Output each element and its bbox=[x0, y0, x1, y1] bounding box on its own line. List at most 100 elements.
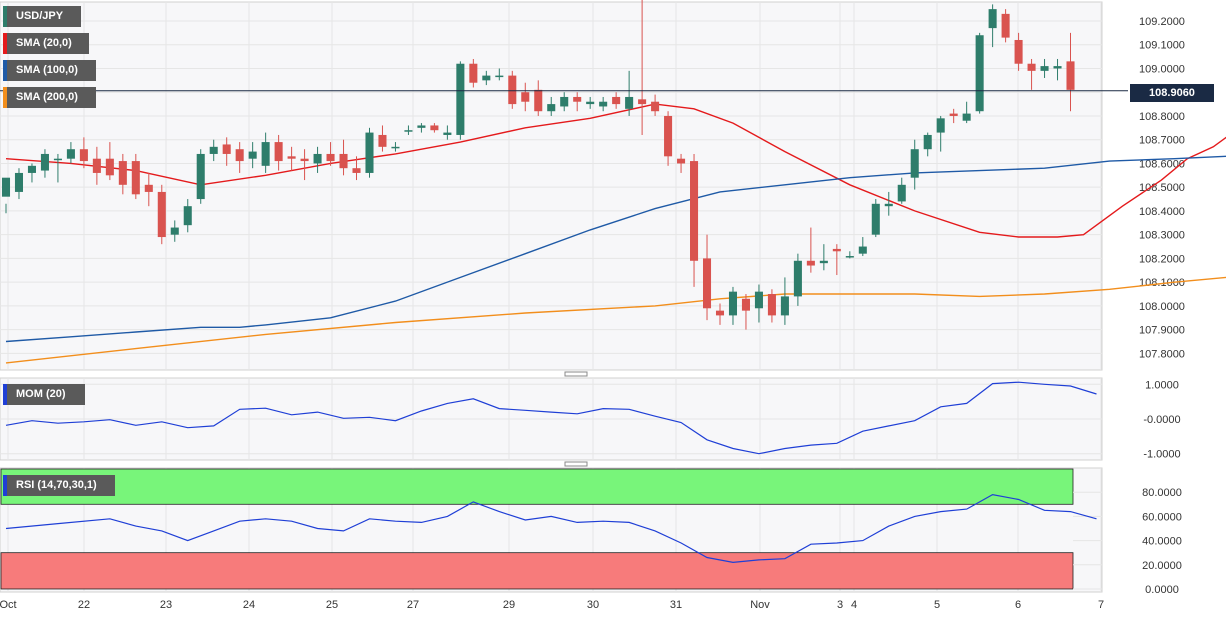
sma-line-2 bbox=[5, 276, 1226, 364]
candle bbox=[599, 96, 608, 112]
rsi-y-tick-label: 20.0000 bbox=[1142, 560, 1182, 572]
candle bbox=[547, 96, 556, 116]
candle-body bbox=[573, 96, 582, 102]
candle bbox=[118, 153, 127, 195]
candle-body bbox=[884, 203, 893, 207]
candle-body bbox=[754, 291, 763, 309]
candle-body bbox=[793, 260, 802, 297]
candle bbox=[183, 199, 192, 233]
legend-rsi[interactable]: RSI (14,70,30,1) bbox=[3, 475, 115, 496]
candle-body bbox=[352, 168, 361, 173]
candle bbox=[209, 139, 218, 162]
legend-rsi-label: RSI (14,70,30,1) bbox=[16, 479, 97, 491]
candle bbox=[534, 80, 543, 116]
candle bbox=[274, 134, 283, 171]
candle bbox=[365, 127, 374, 178]
candle bbox=[988, 4, 997, 48]
last-price-label: 108.9060 bbox=[1149, 87, 1195, 99]
candle-body bbox=[962, 113, 971, 121]
candle-body bbox=[975, 35, 984, 112]
candle-body bbox=[560, 96, 569, 107]
candle-body bbox=[599, 101, 608, 107]
candle-body bbox=[482, 75, 491, 81]
candle-body bbox=[222, 144, 231, 154]
candle-body bbox=[586, 101, 595, 105]
legend-sma20-label: SMA (20,0) bbox=[16, 37, 72, 49]
candle-body bbox=[988, 9, 997, 29]
candle-body bbox=[949, 113, 958, 116]
candle-body bbox=[819, 260, 828, 264]
candle-body bbox=[547, 104, 556, 112]
candle bbox=[430, 123, 439, 133]
candle-body bbox=[612, 96, 621, 105]
panel-splitter-grip bbox=[564, 371, 588, 377]
candle bbox=[858, 237, 867, 257]
candle-body bbox=[131, 161, 140, 195]
candle-body bbox=[690, 161, 699, 261]
candle bbox=[508, 70, 517, 109]
candle bbox=[715, 303, 725, 325]
candle-body bbox=[144, 184, 153, 192]
candle-body bbox=[677, 158, 686, 164]
candle bbox=[923, 132, 932, 157]
candle-body bbox=[534, 89, 543, 112]
y-tick-label: 109.2000 bbox=[1139, 16, 1185, 28]
legend-symbol[interactable]: USD/JPY bbox=[3, 6, 81, 27]
legend-sma20[interactable]: SMA (20,0) bbox=[3, 33, 89, 54]
candle-body bbox=[339, 153, 348, 169]
candle-body bbox=[508, 75, 517, 105]
candle-body bbox=[625, 96, 634, 109]
last-price-badge: 108.9060 bbox=[1130, 84, 1214, 102]
x-tick-label: 5 bbox=[934, 599, 940, 611]
legend-sma100[interactable]: SMA (100,0) bbox=[3, 60, 96, 81]
candle bbox=[339, 139, 348, 176]
candle-body bbox=[417, 125, 426, 128]
sma-line-0 bbox=[5, 103, 1226, 238]
legend-mom[interactable]: MOM (20) bbox=[3, 384, 85, 405]
candle bbox=[235, 142, 244, 173]
candle bbox=[144, 172, 153, 207]
legend-mom-label: MOM (20) bbox=[16, 388, 66, 400]
candle-body bbox=[118, 161, 127, 185]
candle bbox=[962, 101, 971, 124]
candle-body bbox=[858, 246, 867, 254]
candle-body bbox=[66, 149, 75, 159]
candle bbox=[1001, 9, 1010, 43]
candle bbox=[741, 294, 750, 330]
candle bbox=[949, 108, 958, 124]
candle-body bbox=[871, 203, 880, 235]
candle bbox=[1040, 58, 1049, 78]
candle bbox=[222, 137, 231, 166]
candle-body bbox=[923, 134, 932, 150]
legend-sma200-label: SMA (200,0) bbox=[16, 91, 78, 103]
candle-body bbox=[261, 142, 270, 166]
candle bbox=[664, 111, 673, 166]
candle-body bbox=[767, 294, 776, 316]
candle bbox=[975, 32, 984, 114]
rsi-y-tick-label: 0.0000 bbox=[1145, 584, 1179, 596]
candle bbox=[767, 289, 776, 323]
candle-body bbox=[92, 158, 101, 173]
candle bbox=[443, 125, 452, 140]
candle-body bbox=[313, 153, 322, 164]
x-tick-label: 6 bbox=[1015, 599, 1021, 611]
legend-sma200[interactable]: SMA (200,0) bbox=[3, 87, 96, 108]
candle-body bbox=[248, 151, 257, 159]
candle bbox=[884, 191, 893, 216]
candle-body bbox=[365, 132, 374, 173]
candle bbox=[871, 199, 880, 238]
candle bbox=[404, 125, 413, 135]
candle-body bbox=[157, 191, 166, 238]
rsi-line bbox=[5, 493, 1097, 564]
mom-y-tick-label: -1.0000 bbox=[1143, 449, 1180, 461]
candle-body bbox=[741, 298, 750, 311]
candle-body bbox=[404, 130, 413, 132]
candle bbox=[14, 168, 24, 200]
candle bbox=[469, 58, 478, 88]
legend-sma100-label: SMA (100,0) bbox=[16, 64, 78, 76]
mom-y-tick-label: 1.0000 bbox=[1145, 379, 1179, 391]
candle-body bbox=[1027, 63, 1036, 71]
y-tick-label: 108.2000 bbox=[1139, 253, 1185, 265]
candle bbox=[728, 286, 738, 325]
candle-body bbox=[196, 153, 205, 200]
